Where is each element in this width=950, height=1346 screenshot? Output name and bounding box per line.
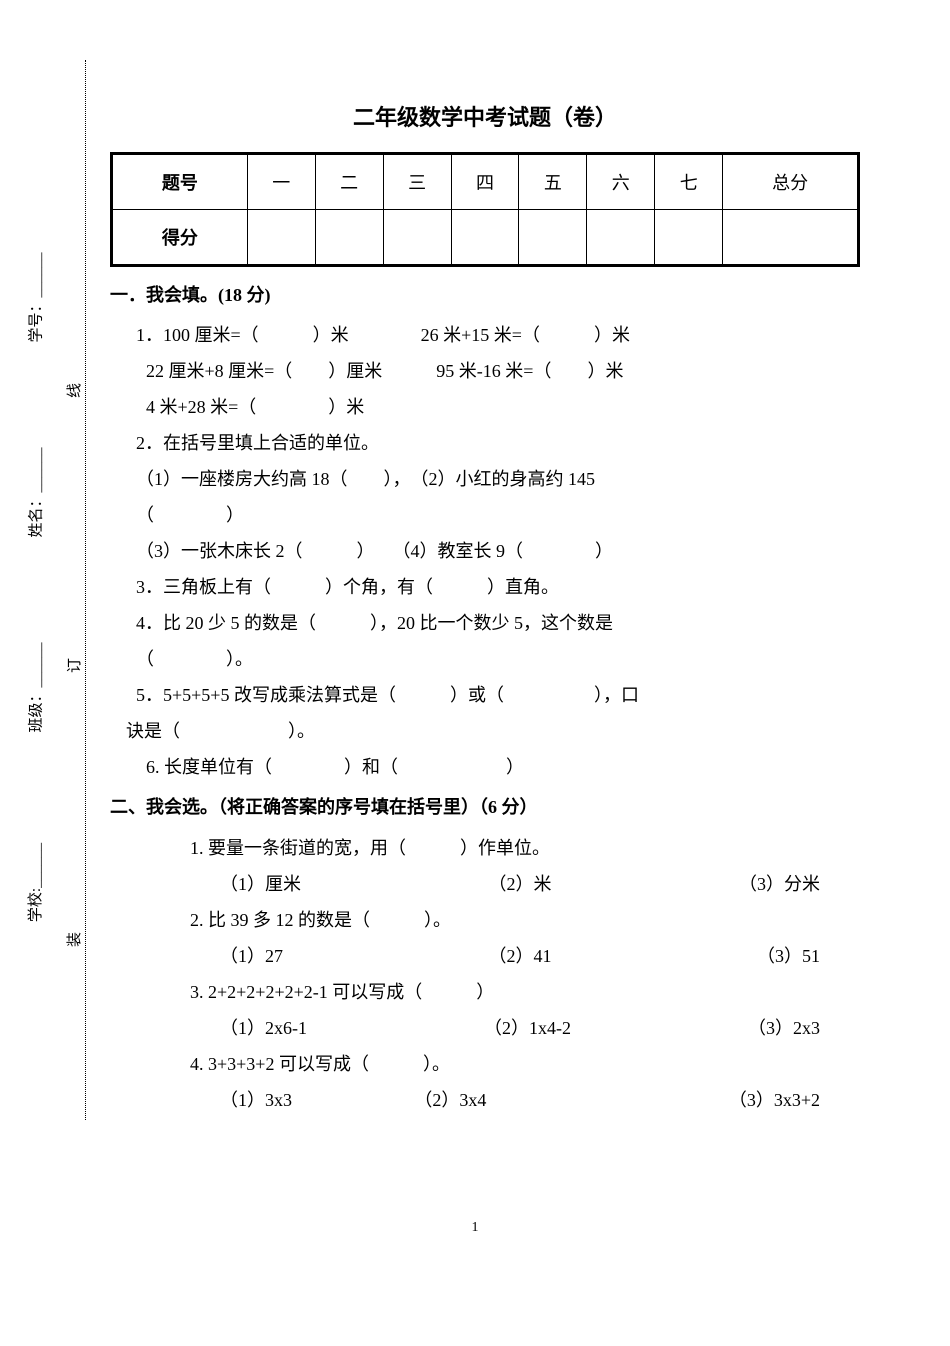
s1-q2-1b: （ ） (126, 497, 860, 533)
section1-content: 1．100 厘米=（ ）米 26 米+15 米=（ ）米 22 厘米+8 厘米=… (110, 317, 860, 785)
page-number: 1 (0, 1220, 950, 1236)
s1-q3: 3．三角板上有（ ）个角，有（ ）直角。 (126, 569, 860, 605)
score-6 (587, 210, 655, 266)
binding-dotted-line (85, 60, 86, 1120)
s1-q6: 6. 长度单位有（ ）和（ ） (126, 749, 860, 785)
s1-q1b: 22 厘米+8 厘米=（ ）厘米 95 米-16 米=（ ）米 (126, 353, 860, 389)
s2-q4-options: （1）3x3 （2）3x4 （3）3x3+2 (190, 1082, 860, 1118)
school-label: 学校:______ (25, 843, 46, 922)
s1-q1c: 4 米+28 米=（ ）米 (126, 389, 860, 425)
s1-q4: 4．比 20 少 5 的数是（ ），20 比一个数少 5，这个数是 (126, 605, 860, 641)
score-5 (519, 210, 587, 266)
class-label: 班级：______ (25, 642, 46, 732)
s1-q5: 5．5+5+5+5 改写成乘法算式是（ ）或（ ），口 (126, 677, 860, 713)
s1-q2-3: （3）一张木床长 2（ ） （4）教室长 9（ ） (126, 533, 860, 569)
s2-q3-o3: （3）2x3 (748, 1010, 820, 1046)
number-label: 学号：______ (25, 252, 46, 342)
s2-q2-o1: （1）27 (220, 938, 283, 974)
s2-q2-o2: （2）41 (489, 938, 552, 974)
binding-labels: 线 订 装 (65, 380, 83, 950)
s2-q2: 2. 比 39 多 12 的数是（ ）。 (190, 902, 860, 938)
score-7 (655, 210, 723, 266)
col-label: 题号 (112, 154, 248, 210)
s2-q1-o1: （1）厘米 (220, 866, 301, 902)
student-info-sidebar: 学号：______ 姓名：______ 班级：______ 学校:______ (25, 200, 45, 980)
s2-q2-o3: （3）51 (757, 938, 820, 974)
table-header-row: 题号 一 二 三 四 五 六 七 总分 (112, 154, 859, 210)
score-total (723, 210, 859, 266)
s1-q2: 2．在括号里填上合适的单位。 (126, 425, 860, 461)
binding-char-2: 订 (63, 657, 84, 672)
col-2: 二 (315, 154, 383, 210)
col-1: 一 (247, 154, 315, 210)
exam-title: 二年级数学中考试题（卷） (110, 100, 860, 132)
col-total: 总分 (723, 154, 859, 210)
s2-q4-o2: （2）3x4 (414, 1082, 486, 1118)
section2-heading: 二、我会选。（将正确答案的序号填在括号里）（6 分） (110, 791, 860, 823)
col-7: 七 (655, 154, 723, 210)
s2-q4-o3: （3）3x3+2 (729, 1082, 820, 1118)
score-label: 得分 (112, 210, 248, 266)
table-score-row: 得分 (112, 210, 859, 266)
s1-q2-1: （1）一座楼房大约高 18（ ）， （2）小红的身高约 145 (126, 461, 860, 497)
s2-q3-o2: （2）1x4-2 (484, 1010, 571, 1046)
section1-heading: 一．我会填。(18 分) (110, 279, 860, 311)
page-content: 二年级数学中考试题（卷） 题号 一 二 三 四 五 六 七 总分 得分 一．我会… (110, 60, 860, 1118)
col-4: 四 (451, 154, 519, 210)
s1-q4b: （ ）。 (126, 641, 860, 677)
section2-content: 1. 要量一条街道的宽，用（ ）作单位。 （1）厘米 （2）米 （3）分米 2.… (110, 830, 860, 1118)
binding-char-1: 装 (63, 932, 84, 947)
s2-q4: 4. 3+3+3+2 可以写成（ ）。 (190, 1046, 860, 1082)
s2-q4-o1: （1）3x3 (220, 1082, 292, 1118)
name-label: 姓名：______ (25, 447, 46, 537)
s2-q3-options: （1）2x6-1 （2）1x4-2 （3）2x3 (190, 1010, 860, 1046)
s2-q1-o2: （2）米 (489, 866, 552, 902)
s2-q3-o1: （1）2x6-1 (220, 1010, 307, 1046)
col-5: 五 (519, 154, 587, 210)
score-1 (247, 210, 315, 266)
score-3 (383, 210, 451, 266)
s2-q2-options: （1）27 （2）41 （3）51 (190, 938, 860, 974)
s2-q1-o3: （3）分米 (739, 866, 820, 902)
col-6: 六 (587, 154, 655, 210)
col-3: 三 (383, 154, 451, 210)
s1-q1a: 1．100 厘米=（ ）米 26 米+15 米=（ ）米 (126, 317, 860, 353)
s1-q5b: 诀是（ ）。 (126, 713, 860, 749)
s2-q1: 1. 要量一条街道的宽，用（ ）作单位。 (190, 830, 860, 866)
s2-q3: 3. 2+2+2+2+2+2-1 可以写成（ ） (190, 974, 860, 1010)
binding-char-3: 线 (63, 383, 84, 398)
score-4 (451, 210, 519, 266)
score-table: 题号 一 二 三 四 五 六 七 总分 得分 (110, 152, 860, 267)
score-2 (315, 210, 383, 266)
s2-q1-options: （1）厘米 （2）米 （3）分米 (190, 866, 860, 902)
